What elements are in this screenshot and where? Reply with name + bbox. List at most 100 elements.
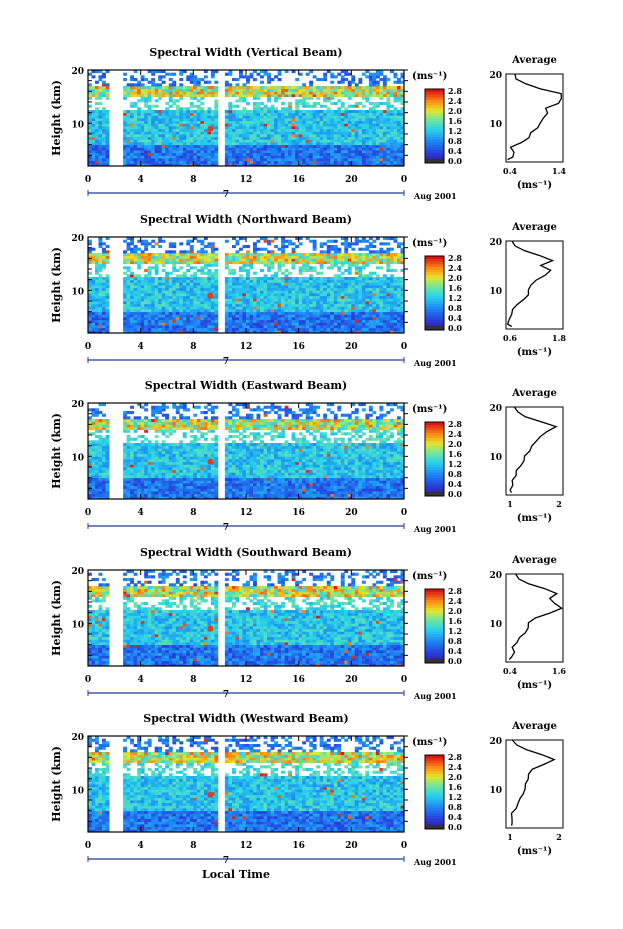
heatmap-cell xyxy=(196,269,201,273)
heatmap-cell xyxy=(267,306,271,310)
heatmap-cell xyxy=(158,282,163,286)
heatmap-cell xyxy=(207,118,212,122)
heatmap-cell xyxy=(140,134,145,138)
heatmap-cell xyxy=(95,330,99,334)
heatmap-cell xyxy=(203,112,208,116)
heatmap-cell xyxy=(347,115,352,119)
heatmap-cell xyxy=(340,78,345,82)
heatmap-cell xyxy=(182,158,187,162)
heatmap-cell xyxy=(165,253,170,257)
colorbar-step xyxy=(425,112,444,116)
heatmap-cell xyxy=(344,237,349,241)
heatmap-cell xyxy=(228,293,233,297)
heatmap-cell xyxy=(147,147,152,151)
heatmap-cell xyxy=(298,279,303,283)
heatmap-cell xyxy=(386,102,391,106)
heatmap-cell xyxy=(316,144,321,148)
heatmap-cell xyxy=(375,319,380,323)
heatmap-cell xyxy=(172,160,177,164)
heatmap-cell xyxy=(186,298,191,302)
heatmap-cell xyxy=(140,314,145,318)
heatmap-cell xyxy=(133,158,138,162)
heatmap-cell xyxy=(340,115,345,119)
heatmap-cell xyxy=(302,295,307,299)
heatmap-cell xyxy=(224,311,229,315)
heatmap-cell xyxy=(393,155,398,159)
heatmap-cell xyxy=(302,86,307,90)
heatmap-cell xyxy=(161,123,166,127)
heatmap-cell xyxy=(390,94,394,98)
heatmap-cell xyxy=(224,317,229,321)
heatmap-cell xyxy=(235,126,240,130)
heatmap-cell xyxy=(253,86,257,90)
heatmap-cell xyxy=(196,126,201,130)
heatmap-cell xyxy=(193,88,198,92)
heatmap-cell xyxy=(361,237,366,241)
heatmap-cell xyxy=(196,314,201,318)
heatmap-cell xyxy=(207,277,212,281)
heatmap-cell xyxy=(193,325,198,329)
heatmap-cell xyxy=(144,239,149,243)
heatmap-cell xyxy=(102,86,106,90)
heatmap-cell xyxy=(340,237,345,241)
heatmap-cell xyxy=(260,290,264,294)
heatmap-cell xyxy=(140,160,145,164)
heatmap-cell xyxy=(253,319,257,323)
heatmap-cell xyxy=(393,147,398,151)
heatmap-cell xyxy=(323,255,328,259)
heatmap-cell xyxy=(203,134,208,138)
heatmap-cell xyxy=(379,290,384,294)
heatmap-cell xyxy=(102,322,106,326)
heatmap-cell xyxy=(288,115,292,119)
heatmap-cell xyxy=(316,88,321,92)
heatmap-cell xyxy=(379,91,384,95)
heatmap-cell xyxy=(298,282,303,286)
heatmap-cell xyxy=(193,290,198,294)
heatmap-cell xyxy=(337,160,342,164)
heatmap-cell xyxy=(98,330,103,334)
heatmap-cell xyxy=(295,120,300,124)
heatmap-cell xyxy=(203,126,208,130)
heatmap-cell xyxy=(323,298,328,302)
heatmap-cell xyxy=(291,139,296,143)
heatmap-cell xyxy=(239,301,243,305)
heatmap-cell xyxy=(189,110,194,114)
heatmap-cell xyxy=(274,136,278,140)
heatmap-cell xyxy=(344,126,349,130)
heatmap-cell xyxy=(105,330,110,334)
heatmap-cell xyxy=(267,255,271,259)
heatmap-cell xyxy=(361,72,366,76)
heatmap-cell xyxy=(277,155,282,159)
heatmap-cell xyxy=(175,120,180,124)
heatmap-cell xyxy=(326,150,331,154)
heatmap-cell xyxy=(358,293,363,297)
heatmap-cell xyxy=(158,158,163,162)
heatmap-cell xyxy=(260,319,264,323)
heatmap-cell xyxy=(137,290,142,294)
heatmap-cell xyxy=(260,86,264,90)
heatmap-cell xyxy=(200,327,205,331)
heatmap-cell xyxy=(277,293,282,297)
heatmap-cell xyxy=(298,120,303,124)
heatmap-cell xyxy=(298,88,303,92)
heatmap-cell xyxy=(288,242,292,246)
heatmap-cell xyxy=(319,255,324,259)
heatmap-cell xyxy=(337,136,342,140)
heatmap-cell xyxy=(319,263,324,267)
heatmap-cell xyxy=(200,290,205,294)
heatmap-cell xyxy=(305,325,310,329)
heatmap-cell xyxy=(390,115,394,119)
heatmap-cell xyxy=(298,287,303,291)
heatmap-cell xyxy=(161,94,166,98)
heatmap-cell xyxy=(397,293,401,297)
heatmap-cell xyxy=(358,110,363,114)
heatmap-cell xyxy=(242,261,247,265)
heatmap-cell xyxy=(393,158,398,162)
heatmap-cell xyxy=(368,274,373,278)
heatmap-cell xyxy=(186,319,191,323)
heatmap-cell xyxy=(333,317,338,321)
heatmap-cell xyxy=(253,102,257,106)
heatmap-cell xyxy=(189,250,194,254)
heatmap-cell xyxy=(168,152,173,156)
heatmap-cell xyxy=(249,309,254,313)
